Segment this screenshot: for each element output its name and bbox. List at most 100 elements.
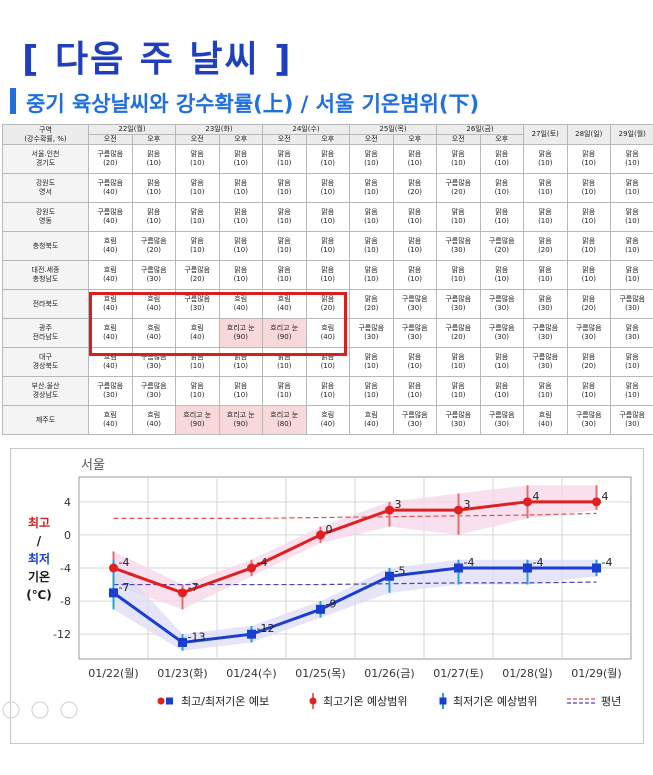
forecast-cell: 맑음 (10) bbox=[610, 260, 653, 290]
precip-probability: (10) bbox=[233, 188, 248, 196]
region-name: 광주 bbox=[39, 324, 52, 332]
precip-probability: (10) bbox=[625, 217, 640, 225]
min-point bbox=[592, 563, 601, 573]
forward-icon[interactable] bbox=[60, 701, 78, 719]
region-cell: 대전.세종 충청남도 bbox=[2, 260, 89, 290]
weather-text: 흐림 bbox=[321, 411, 335, 419]
weather-text: 구름많음 bbox=[401, 295, 428, 303]
weather-text: 구름많음 bbox=[488, 324, 515, 332]
forecast-cell: 맑음 (10) bbox=[218, 347, 263, 377]
region-cell: 강원도 영동 bbox=[2, 202, 89, 232]
precip-probability: (10) bbox=[407, 159, 422, 167]
forecast-cell: 구름많음 (30) bbox=[610, 289, 653, 319]
forecast-cell: 맑음 (10) bbox=[610, 173, 653, 203]
forecast-cell: 맑음 (10) bbox=[436, 202, 481, 232]
back-icon[interactable] bbox=[2, 701, 20, 719]
forecast-cell: 맑음 (10) bbox=[436, 260, 481, 290]
weather-text: 맑음 bbox=[625, 353, 639, 361]
legend-min-range-marker bbox=[439, 697, 447, 705]
precip-probability: (10) bbox=[190, 159, 205, 167]
weather-text: 흐림 bbox=[147, 411, 161, 419]
weather-text: 맑음 bbox=[234, 150, 248, 158]
legend-label: 최고/최저기온 예보 bbox=[181, 695, 269, 708]
precip-probability: (10) bbox=[233, 246, 248, 254]
min-point bbox=[523, 563, 532, 573]
forecast-cell: 맑음 (10) bbox=[349, 173, 394, 203]
precip-probability: (10) bbox=[625, 188, 640, 196]
weather-text: 맑음 bbox=[364, 208, 378, 216]
pm-header: 오후 bbox=[479, 134, 524, 145]
forecast-cell: 구름많음 (30) bbox=[479, 405, 524, 435]
forecast-cell: 흐림 (40) bbox=[131, 405, 176, 435]
min-data-label: -12 bbox=[257, 622, 275, 635]
forecast-cell: 맑음 (10) bbox=[218, 144, 263, 174]
weather-text: 구름많음 bbox=[619, 411, 646, 419]
weather-text: 구름많음 bbox=[140, 353, 167, 361]
forecast-cell: 맑음 (10) bbox=[523, 144, 568, 174]
weather-text: 흐림 bbox=[103, 295, 117, 303]
precip-probability: (40) bbox=[146, 420, 161, 428]
weather-text: 흐림 bbox=[103, 266, 117, 274]
table-row: 제주도 흐림 (40) 흐림 (40) 흐리고 눈 (90) 흐리고 눈 (90) 흐리고 눈 (8… bbox=[2, 405, 653, 435]
min-point bbox=[385, 571, 394, 581]
weather-text: 구름많음 bbox=[619, 295, 646, 303]
weather-text: 맑음 bbox=[234, 382, 248, 390]
precip-probability: (30) bbox=[146, 391, 161, 399]
am-header: 오전 bbox=[262, 134, 307, 145]
forecast-cell: 구름많음 (30) bbox=[610, 405, 653, 435]
weather-text: 맑음 bbox=[321, 353, 335, 361]
forecast-cell: 맑음 (10) bbox=[175, 202, 220, 232]
table-row: 강원도 영서 구름많음 (40) 맑음 (10) 맑음 (10) 맑음 (10) 맑음 (10) 맑음(… bbox=[2, 173, 653, 203]
weather-text: 맑음 bbox=[538, 208, 552, 216]
day-header: 27일(토) bbox=[523, 124, 568, 145]
forecast-cell: 흐림 (40) bbox=[305, 405, 350, 435]
forecast-cell: 맑음 (30) bbox=[523, 289, 568, 319]
weather-text: 맑음 bbox=[234, 208, 248, 216]
precip-probability: (30) bbox=[451, 246, 466, 254]
precip-probability: (90) bbox=[233, 333, 248, 341]
weather-text: 맑음 bbox=[147, 208, 161, 216]
min-point bbox=[109, 588, 118, 598]
corner-label-line: 구역 bbox=[39, 125, 52, 134]
region-name: 전라북도 bbox=[32, 299, 59, 308]
region-name: 강원도 bbox=[35, 208, 56, 216]
precip-probability: (10) bbox=[190, 391, 205, 399]
forecast-cell: 맑음 (10) bbox=[262, 173, 307, 203]
precip-probability: (10) bbox=[625, 246, 640, 254]
table-row: 부산.울산 경상남도 구름많음 (30) 구름많음 (30) 맑음 (10) 맑음 (10) 맑음(… bbox=[2, 376, 653, 406]
precip-probability: (20) bbox=[451, 333, 466, 341]
forecast-cell: 맑음 (20) bbox=[566, 289, 611, 319]
region-name: 서울.인천 bbox=[31, 150, 60, 158]
precip-probability: (90) bbox=[277, 333, 292, 341]
precip-probability: (30) bbox=[451, 304, 466, 312]
forecast-cell: 맑음 (10) bbox=[436, 347, 481, 377]
region-cell: 제주도 bbox=[2, 405, 89, 435]
region-name: 경기도 bbox=[35, 159, 56, 167]
chart-title: 서울 bbox=[81, 458, 105, 473]
precip-probability: (10) bbox=[538, 217, 553, 225]
precip-probability: (10) bbox=[277, 275, 292, 283]
weather-text: 맑음 bbox=[190, 179, 204, 187]
weather-text: 맑음 bbox=[277, 266, 291, 274]
precip-probability: (10) bbox=[407, 246, 422, 254]
weather-text: 구름많음 bbox=[358, 324, 385, 332]
precip-probability: (10) bbox=[581, 275, 596, 283]
forecast-cell: 맑음 (10) bbox=[566, 260, 611, 290]
forecast-cell: 맑음 (10) bbox=[392, 376, 437, 406]
y-tick-label: 0 bbox=[64, 529, 71, 542]
precip-probability: (10) bbox=[233, 217, 248, 225]
min-data-label: -4 bbox=[533, 556, 544, 569]
y-tick-label: -8 bbox=[60, 595, 71, 608]
forecast-cell: 맑음 (10) bbox=[305, 347, 350, 377]
weather-text: 맑음 bbox=[277, 237, 291, 245]
weather-text: 맑음 bbox=[451, 382, 465, 390]
day-header: 23일(화) bbox=[175, 124, 263, 135]
precip-probability: (10) bbox=[625, 159, 640, 167]
precip-probability: (80) bbox=[277, 420, 292, 428]
weather-text: 맑음 bbox=[364, 295, 378, 303]
forecast-cell: 맑음 (10) bbox=[305, 173, 350, 203]
weather-text: 구름많음 bbox=[575, 324, 602, 332]
legend-label: 최고기온 예상범위 bbox=[323, 695, 407, 708]
precip-probability: (10) bbox=[277, 246, 292, 254]
play-icon[interactable] bbox=[31, 701, 49, 719]
